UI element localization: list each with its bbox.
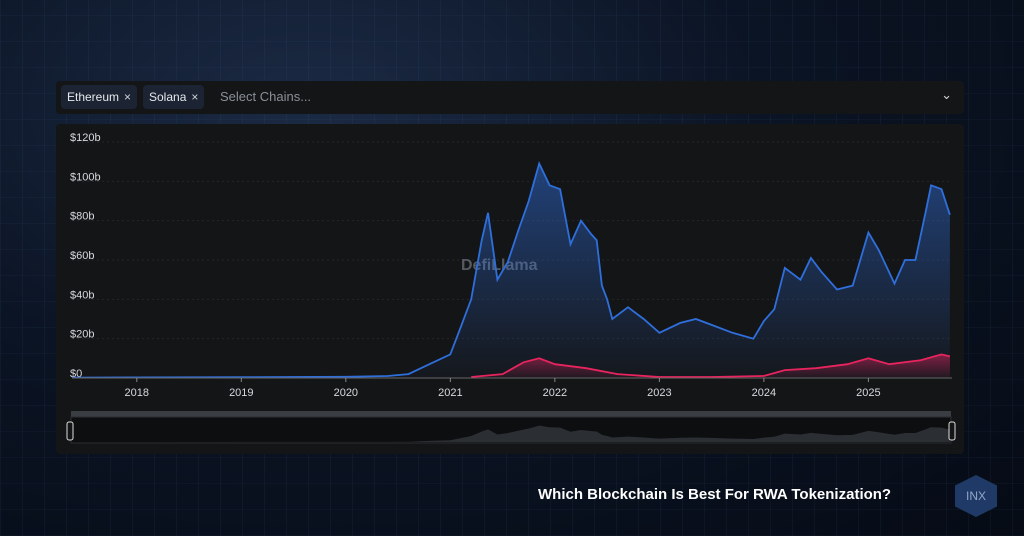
y-tick-label: $120b [70,132,101,144]
x-tick-label: 2021 [438,387,462,399]
caption: Which Blockchain Is Best For RWA Tokeniz… [538,486,892,503]
chip-label: Ethereum [67,90,120,104]
slider-preview-area [72,425,950,442]
slider-track[interactable] [71,411,951,417]
x-tick-label: 2025 [856,387,880,399]
y-tick-label: $60b [70,250,94,262]
chip-label: Solana [149,90,187,104]
series-line-ethereum [71,161,951,379]
remove-icon[interactable]: × [124,90,132,104]
chain-selector[interactable]: Ethereum × Solana × Select Chains... ⌄ [56,81,964,114]
slider-handle-left[interactable] [66,421,74,441]
y-tick-label: $20b [70,329,94,341]
slider-handle-right[interactable] [948,421,956,441]
chip-ethereum: Ethereum × [61,85,138,109]
series-line-solana [471,353,951,378]
range-slider[interactable] [66,411,956,444]
x-tick-label: 2022 [543,387,567,399]
chip-solana: Solana × [143,85,205,109]
inx-logo: INX [955,475,997,517]
x-tick-label: 2024 [752,387,776,399]
y-tick-label: $80b [70,211,94,223]
chart-panel: $0 $20b $40b $60b $80b $100b $120b DefiLlama 2… [56,124,964,454]
tvl-chart: $0$20b$40b$60b$80b$100b$120b DefiLlama 2… [66,132,956,444]
chain-search-input[interactable]: Select Chains... [220,89,312,104]
chevron-down-icon[interactable]: ⌄ [941,87,952,102]
x-tick-label: 2018 [125,387,149,399]
remove-icon[interactable]: × [191,90,199,104]
series-area-solana [471,354,950,378]
y-tick-label: $100b [70,171,101,183]
x-tick-label: 2023 [647,387,671,399]
x-tick-label: 2020 [334,387,358,399]
x-tick-label: 2019 [229,387,253,399]
y-tick-label: $40b [70,289,94,301]
series-area-ethereum [72,163,950,378]
